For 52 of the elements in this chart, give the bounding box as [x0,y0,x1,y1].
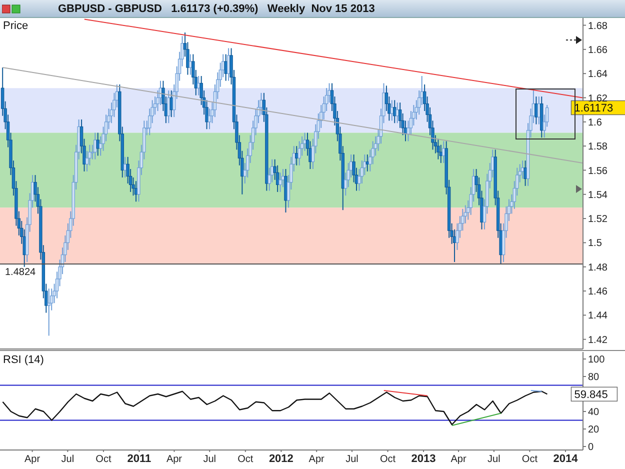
candlestick [167,90,170,124]
y-tick-label: 1.46 [588,286,608,298]
x-tick-label: 2011 [127,453,152,465]
y-tick-label: 1.52 [588,214,608,226]
x-tick-label: Oct [380,454,396,465]
candlestick [47,288,50,336]
y-tick-label: 1.58 [588,142,608,153]
x-tick-label: Apr [308,454,326,465]
line-series [2,390,548,426]
candlestick [396,102,399,124]
x-tick-label: Oct [522,454,538,465]
y-tick-label: 1.66 [588,44,608,56]
x-tick-label: 2013 [411,453,436,465]
y-tick-label: 100 [588,354,606,366]
y-tick-label: 40 [588,407,600,418]
x-tick-label: 2014 [553,453,579,465]
x-tick-label: Apr [450,454,467,465]
x-tick-label: Apr [24,454,41,465]
candlestick [436,138,440,160]
annotation: 59.845 [574,389,608,402]
candlestick [524,160,527,186]
y-tick-label: 20 [588,424,600,436]
x-tick-label: Jul [61,454,74,465]
candlestick [303,132,306,152]
y-tick-label: 1.6 [588,117,602,128]
x-tick-label: Oct [238,454,254,465]
x-tick-label: Oct [96,454,112,465]
candlestick [298,140,301,166]
x-tick-label: 2012 [268,453,294,465]
x-tick-label: Jul [488,454,500,465]
y-tick-label: 0 [588,442,594,454]
ref-line-label: 1.4824 [5,267,36,278]
candlestick [278,172,282,192]
y-tick-label: 1.5 [588,238,602,250]
y-tick-label: 1.54 [588,190,608,201]
x-tick-label: Apr [166,454,183,465]
candlestick [96,132,100,156]
x-tick-label: Jul [346,454,358,465]
y-tick-label: 80 [588,372,600,384]
y-tick-label: 1.44 [588,310,608,322]
candlestick [534,96,538,125]
y-axis-title: RSI (14) [3,354,44,366]
annotation: 1.61173 [574,102,614,115]
y-tick-label: 1.42 [588,334,608,346]
y-tick-label: 1.48 [588,262,608,274]
candlestick [224,54,228,82]
y-axis-title: Price [3,20,28,32]
y-tick-label: 1.64 [588,69,608,80]
x-tick-label: Jul [203,454,216,465]
y-tick-label: 1.68 [588,20,608,32]
y-tick-label: 1.56 [588,166,608,177]
chart-title: GBPUSD - GBPUSD 1.61173 (+0.39%) Weekly Nov 15 2013 [58,2,375,14]
